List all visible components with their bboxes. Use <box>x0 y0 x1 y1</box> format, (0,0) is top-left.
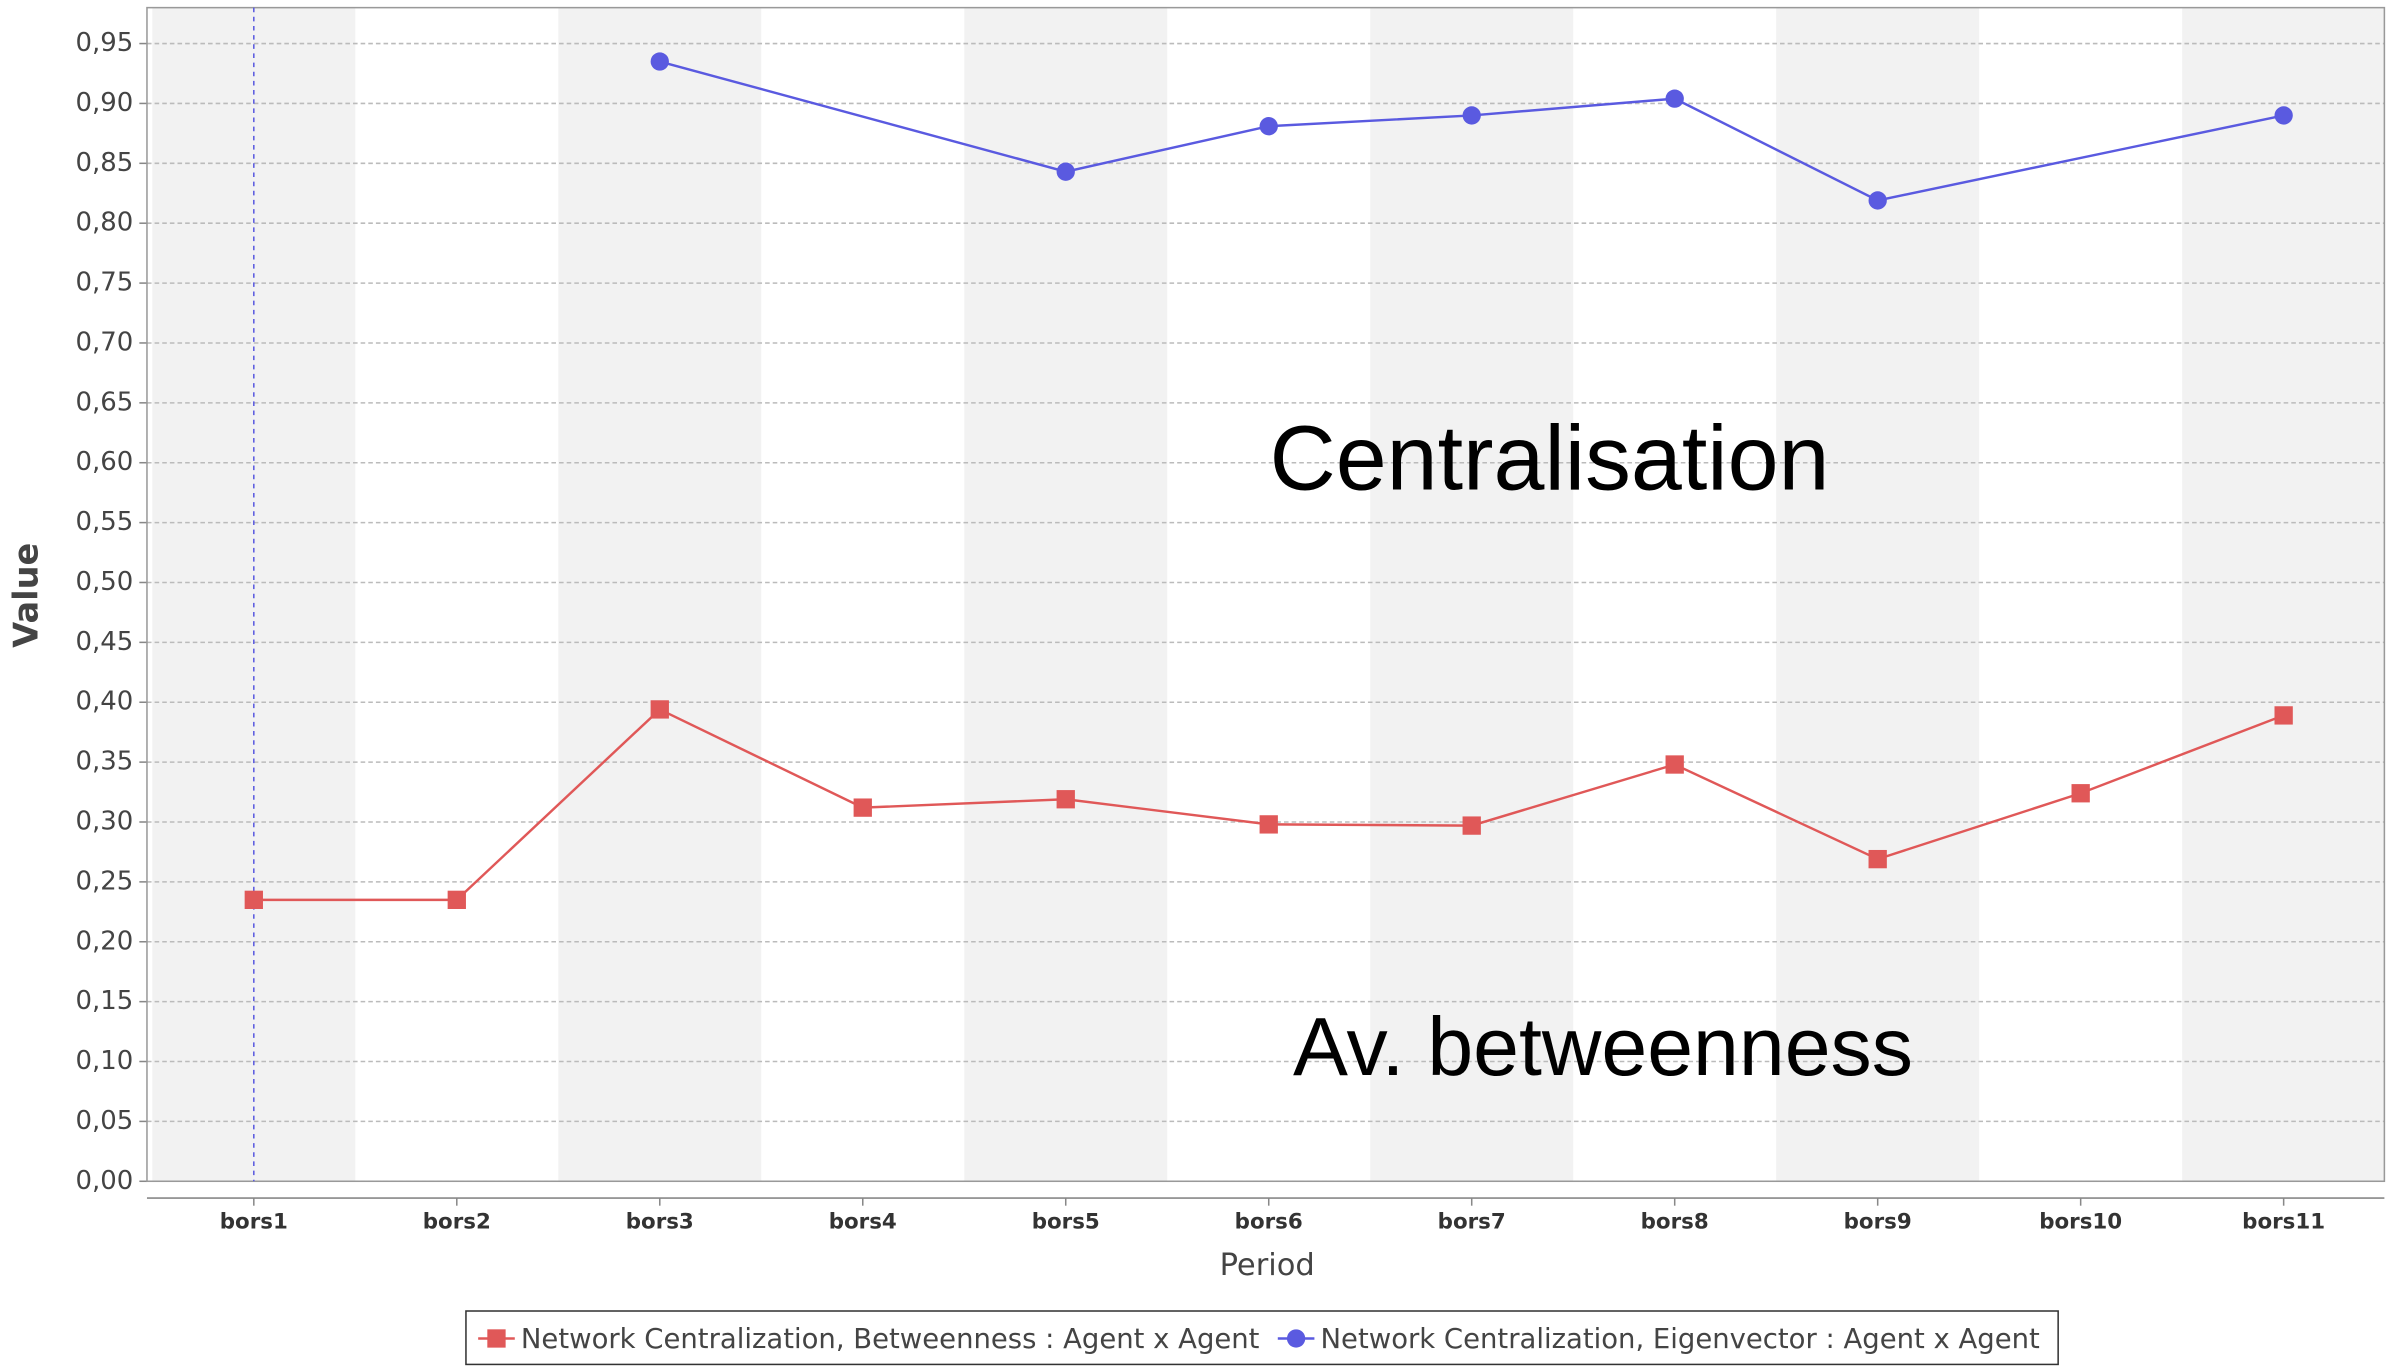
x-tick-label: bors6 <box>1235 1209 1303 1234</box>
point <box>2274 106 2293 125</box>
y-axis-label: Value <box>6 543 45 648</box>
point <box>1056 790 1075 809</box>
y-tick-label: 0,90 <box>75 88 133 118</box>
annotation: Centralisation <box>1270 408 1830 510</box>
annotation: Av. betweenness <box>1293 1001 1913 1093</box>
x-tick-label: bors8 <box>1641 1209 1709 1234</box>
x-tick-label: bors4 <box>829 1209 897 1234</box>
y-tick-label: 0,10 <box>75 1046 133 1076</box>
legend-marker <box>487 1329 506 1348</box>
y-tick-label: 0,50 <box>75 567 133 597</box>
y-tick-label: 0,95 <box>75 28 133 58</box>
point <box>2071 784 2090 803</box>
point <box>447 890 466 909</box>
x-tick-label: bors9 <box>1844 1209 1912 1234</box>
point <box>1665 755 1684 774</box>
y-tick-label: 0,00 <box>75 1166 133 1196</box>
point <box>1462 106 1481 125</box>
legend-box <box>465 1310 2059 1366</box>
point <box>650 52 669 71</box>
band <box>964 7 1168 1182</box>
plot-background <box>146 7 2385 1182</box>
x-tick-label: bors3 <box>626 1209 694 1234</box>
point <box>2274 706 2293 725</box>
point <box>1259 117 1278 136</box>
y-tick-label: 0,80 <box>75 208 133 238</box>
point <box>1868 191 1887 210</box>
y-tick-label: 0,55 <box>75 507 133 537</box>
point <box>244 890 263 909</box>
x-tick-label: bors1 <box>220 1209 288 1234</box>
legend-marker <box>1286 1329 1306 1348</box>
band <box>2182 7 2385 1182</box>
x-axis-label: Period <box>1220 1248 1315 1283</box>
y-tick-label: 0,65 <box>75 387 133 417</box>
band <box>1370 7 1574 1182</box>
y-tick-label: 0,25 <box>75 866 133 896</box>
y-tick-label: 0,45 <box>75 627 133 657</box>
x-tick-label: bors5 <box>1032 1209 1100 1234</box>
y-tick-label: 0,60 <box>75 447 133 477</box>
point <box>853 798 872 817</box>
point <box>1259 815 1278 834</box>
y-tick-label: 0,15 <box>75 986 133 1016</box>
y-tick-label: 0,75 <box>75 268 133 298</box>
plot-border <box>146 6 2386 1183</box>
point <box>1056 162 1075 181</box>
x-tick-label: bors2 <box>423 1209 491 1234</box>
x-tick-label: bors11 <box>2242 1209 2325 1234</box>
y-tick-label: 0,85 <box>75 148 133 178</box>
y-tick-label: 0,05 <box>75 1106 133 1136</box>
band <box>558 7 762 1182</box>
point <box>1665 89 1684 108</box>
point <box>1462 816 1481 835</box>
legend: Network Centralization, Betweenness : Ag… <box>465 1310 2059 1366</box>
y-tick-label: 0,40 <box>75 687 133 717</box>
legend-label: Network Centralization, Eigenvector : Ag… <box>1321 1324 2041 1355</box>
y-tick-label: 0,20 <box>75 926 133 956</box>
point <box>650 700 669 719</box>
y-tick-label: 0,35 <box>75 747 133 777</box>
y-tick-label: 0,70 <box>75 327 133 357</box>
x-tick-label: bors7 <box>1438 1209 1506 1234</box>
y-tick-label: 0,30 <box>75 806 133 836</box>
legend-label: Network Centralization, Betweenness : Ag… <box>521 1324 1260 1355</box>
point <box>1868 849 1887 869</box>
x-tick-label: bors10 <box>2039 1209 2122 1234</box>
